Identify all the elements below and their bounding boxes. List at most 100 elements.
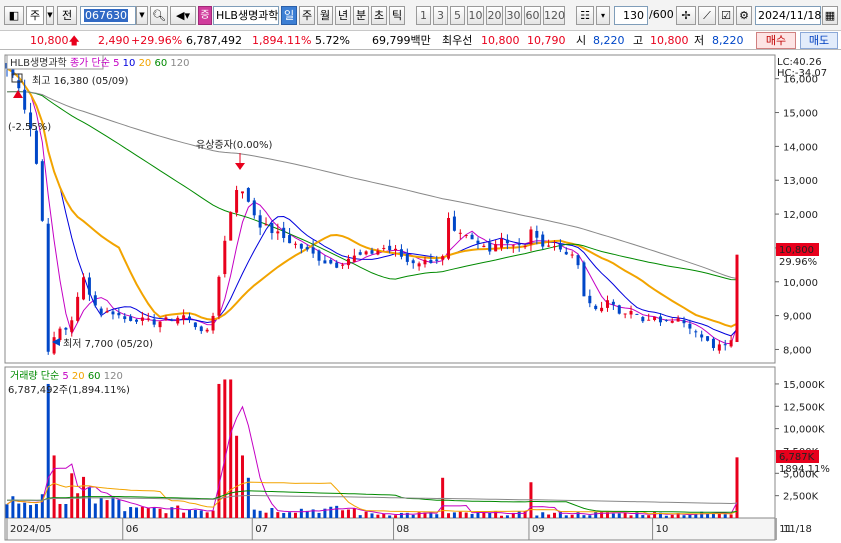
interval-button-20[interactable]: 20 <box>486 6 503 25</box>
interval-button-1[interactable]: 1 <box>416 6 431 25</box>
candle-body <box>111 311 115 315</box>
interval-button-10[interactable]: 10 <box>467 6 484 25</box>
sell-button[interactable]: 매도 <box>800 32 838 49</box>
period-tab-6[interactable]: 틱 <box>389 6 405 25</box>
volume-bar <box>399 512 403 518</box>
volume-bar <box>611 513 615 518</box>
volume-bar <box>152 508 156 518</box>
layout-icon[interactable]: ◧ <box>4 6 24 25</box>
volume-bar <box>335 505 339 518</box>
volume-bar <box>140 506 144 518</box>
candle-body <box>370 250 374 254</box>
candle-body <box>11 68 15 76</box>
candle-body <box>29 112 33 129</box>
price-panel[interactable] <box>4 54 776 364</box>
draw-tools-icon[interactable]: ⟋ <box>698 6 716 25</box>
ma-period-20: 20 <box>139 58 155 69</box>
volume-bar <box>217 383 221 518</box>
volume-bar <box>464 512 468 518</box>
volume-bar <box>23 502 27 518</box>
volume-bar <box>211 510 215 518</box>
x-tick-label: 09 <box>532 524 545 535</box>
code-dropdown-icon[interactable]: ▼ <box>136 6 148 25</box>
ma-period-5: 5 <box>113 58 123 69</box>
candle-body <box>87 277 91 295</box>
candle-body <box>717 344 721 351</box>
check-icon[interactable]: ☑ <box>718 6 734 25</box>
date-input[interactable]: 2024/11/18 <box>755 6 821 25</box>
volume-bar <box>34 504 38 518</box>
period-tab-2[interactable]: 월 <box>317 6 333 25</box>
candle-body <box>158 321 162 328</box>
open-price: 8,220 <box>593 34 625 47</box>
interval-button-60[interactable]: 60 <box>524 6 541 25</box>
search-icon[interactable]: 🔍︎ <box>150 6 168 25</box>
last-volume-text: 6,787K <box>779 452 815 463</box>
candle-body <box>517 244 521 246</box>
interval-button-30[interactable]: 30 <box>505 6 522 25</box>
volume-panel[interactable] <box>4 366 776 519</box>
volume-bar <box>535 515 539 518</box>
speaker-icon[interactable]: ◀▾ <box>170 6 196 25</box>
count-input[interactable]: 130 <box>614 6 648 25</box>
interval-button-5[interactable]: 5 <box>450 6 465 25</box>
candle-body <box>235 190 239 213</box>
candle-body <box>99 308 103 314</box>
market-select[interactable]: 주 <box>26 6 44 25</box>
candle-body <box>500 238 504 248</box>
period-tab-0[interactable]: 일 <box>281 6 297 25</box>
gear-icon[interactable]: ⚙ <box>736 6 752 25</box>
volume-bar <box>111 495 115 518</box>
last-volume-tag <box>776 450 819 463</box>
period-tab-1[interactable]: 주 <box>299 6 315 25</box>
candle-body <box>40 161 44 221</box>
candle-body <box>188 316 191 320</box>
stock-chart[interactable]: 16,00015,00014,00013,00012,00011,00010,0… <box>0 50 841 543</box>
volume-ma-line-120 <box>6 495 738 505</box>
prev-button[interactable]: 전 <box>57 6 77 25</box>
volume-bar <box>541 512 545 518</box>
crosshair-icon[interactable]: ✢ <box>676 6 696 25</box>
chart-area[interactable]: 16,00015,00014,00013,00012,00011,00010,0… <box>0 50 841 543</box>
volume-ma-period-120: 120 <box>104 371 123 382</box>
code-input[interactable]: 067630 <box>80 6 136 25</box>
volume-bar <box>246 477 250 518</box>
volume-bar <box>364 511 368 518</box>
period-tab-5[interactable]: 초 <box>371 6 387 25</box>
chevron-down-icon[interactable]: ▼ <box>46 6 54 25</box>
volume-bar <box>305 510 309 518</box>
volume-bar <box>317 512 321 518</box>
current-price: 10,800🡅 <box>30 34 80 47</box>
expand-icon[interactable]: ▾ <box>596 6 610 25</box>
buy-button[interactable]: 매수 <box>756 32 796 49</box>
volume-bar <box>311 509 315 518</box>
candle-body <box>417 263 421 267</box>
chart-box-icon[interactable] <box>11 73 23 83</box>
candle-body <box>135 319 139 322</box>
volume-bar <box>547 514 551 518</box>
volume-bar <box>82 476 86 518</box>
candle-body <box>653 316 657 320</box>
volume-bar <box>235 435 239 518</box>
candle-body <box>511 245 515 247</box>
count-total: /600 <box>649 8 674 21</box>
period-tab-4[interactable]: 분 <box>353 6 369 25</box>
settings-list-icon[interactable]: ☷ <box>576 6 594 25</box>
volume-bar <box>411 514 415 518</box>
interval-button-3[interactable]: 3 <box>433 6 448 25</box>
volume-bar <box>76 493 80 518</box>
interval-button-120[interactable]: 120 <box>543 6 565 25</box>
calendar-icon[interactable]: ▦ <box>822 6 838 25</box>
volume-bar <box>641 515 645 518</box>
volume-bar <box>188 509 191 518</box>
candle-body <box>676 318 680 322</box>
volume-bar <box>58 503 62 518</box>
volume-bar <box>706 513 710 518</box>
volume-bar <box>553 512 556 518</box>
first-pct-note: (-2.55%) <box>8 122 51 133</box>
price-change-pct: +29.96% <box>131 34 183 47</box>
candle-body <box>388 245 392 251</box>
candle-body <box>658 316 662 323</box>
period-tab-3[interactable]: 년 <box>335 6 351 25</box>
volume-tick-label: 15,000K <box>783 380 825 391</box>
